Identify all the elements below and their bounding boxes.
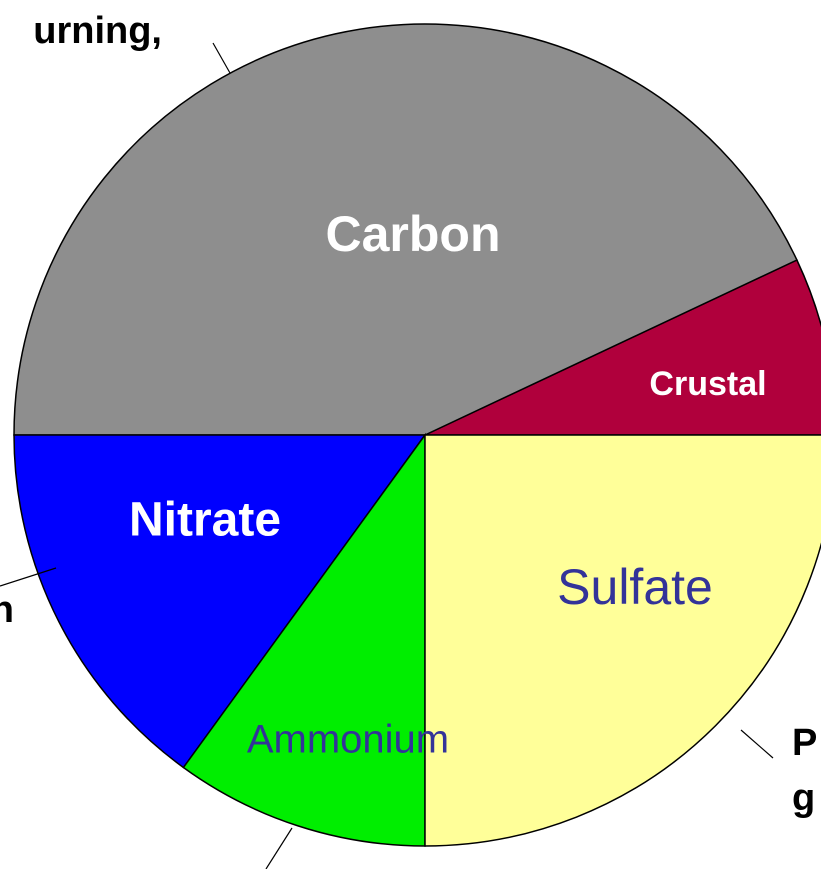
slice-label: Crustal <box>649 365 766 403</box>
pie-slice <box>13 434 427 769</box>
leader-lines <box>0 42 774 869</box>
slice-label: Nitrate <box>129 494 281 547</box>
leader-line <box>265 827 293 869</box>
pie-slice <box>182 432 426 847</box>
leader-line <box>0 567 57 587</box>
annotation: g <box>792 777 815 819</box>
slice-label: Ammonium <box>247 718 449 762</box>
leader-line <box>740 729 774 759</box>
pie-slice <box>424 434 821 847</box>
slice-label: Sulfate <box>557 559 713 615</box>
annotation: n <box>0 589 14 631</box>
pie-slice <box>13 23 798 436</box>
slice-label: Carbon <box>326 206 501 262</box>
pie-slice <box>424 259 821 436</box>
pie <box>13 23 821 847</box>
leader-line <box>212 42 231 74</box>
annotation: urning, <box>33 10 162 52</box>
annotation: P <box>792 722 817 764</box>
